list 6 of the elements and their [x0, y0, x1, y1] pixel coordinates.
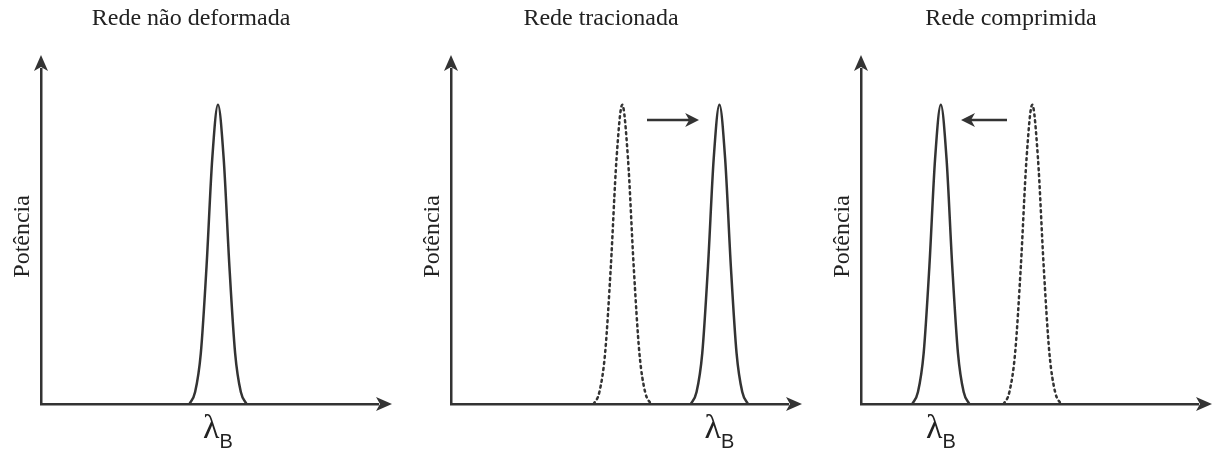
y-axis-title: Potência	[827, 194, 854, 278]
y-axis-title: Potência	[417, 194, 444, 278]
chart-title: Rede comprimida	[925, 3, 1097, 30]
chart-title: Rede não deformada	[91, 3, 291, 30]
y-axis-title: Potência	[7, 194, 34, 278]
chart-title: Rede tracionada	[523, 3, 679, 30]
